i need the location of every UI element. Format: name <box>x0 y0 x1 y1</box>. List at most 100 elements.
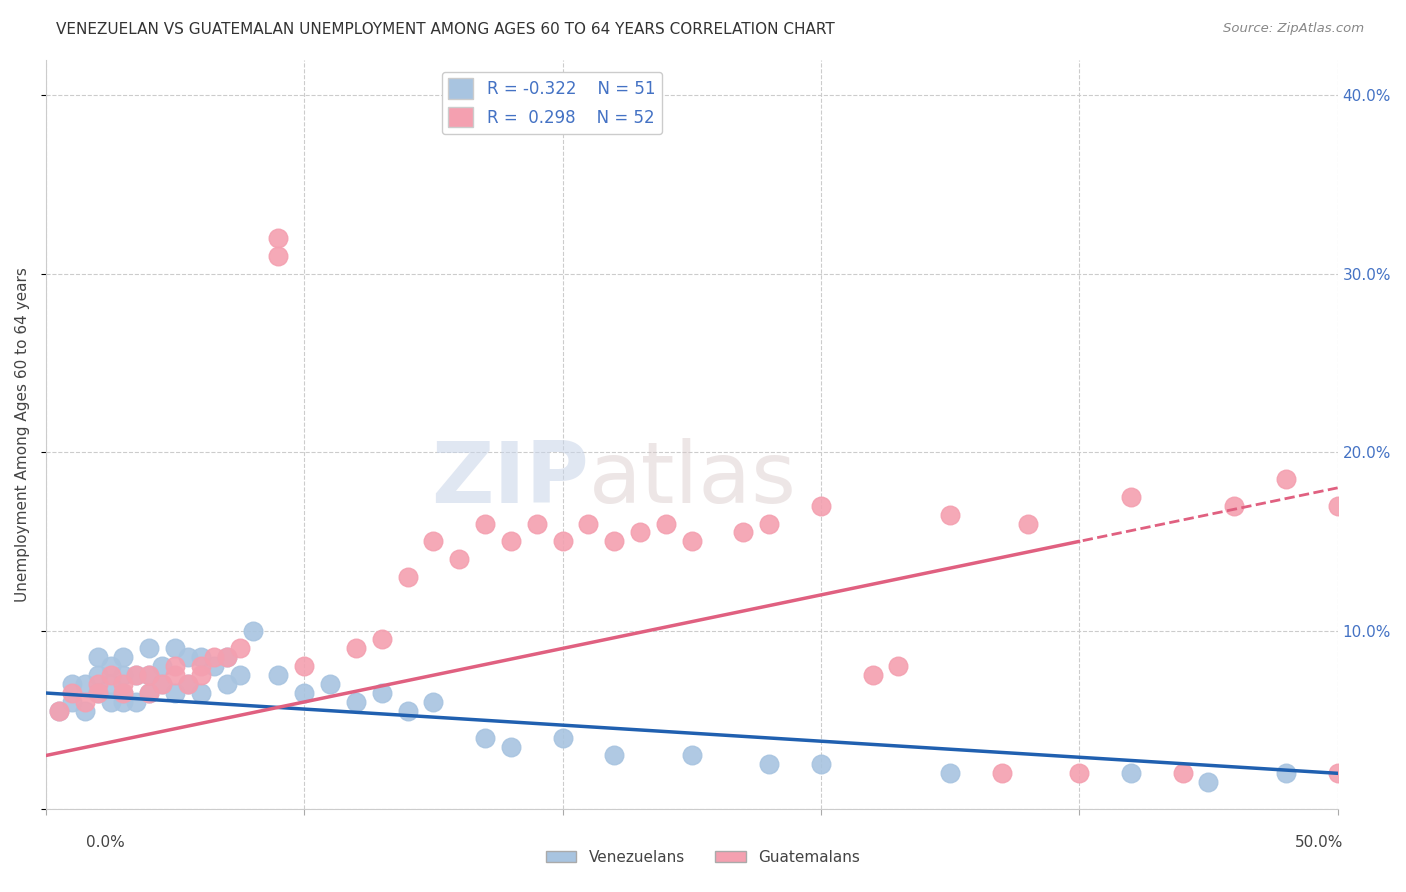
Point <box>150 677 173 691</box>
Point <box>1275 472 1298 486</box>
Point <box>991 766 1014 780</box>
Point <box>73 704 96 718</box>
Point <box>215 650 238 665</box>
Point <box>150 677 173 691</box>
Point <box>112 668 135 682</box>
Point <box>810 757 832 772</box>
Point <box>939 508 962 522</box>
Point <box>1171 766 1194 780</box>
Point <box>165 686 187 700</box>
Point <box>112 695 135 709</box>
Point <box>1223 499 1246 513</box>
Point <box>165 659 187 673</box>
Point <box>1017 516 1039 531</box>
Point <box>758 757 780 772</box>
Point <box>292 686 315 700</box>
Point <box>73 695 96 709</box>
Point <box>1326 766 1348 780</box>
Point <box>887 659 910 673</box>
Point <box>810 499 832 513</box>
Text: ZIP: ZIP <box>430 438 589 521</box>
Point <box>100 659 122 673</box>
Point <box>202 659 225 673</box>
Point <box>267 231 290 245</box>
Point <box>551 534 574 549</box>
Point <box>138 686 160 700</box>
Point <box>112 677 135 691</box>
Point <box>603 748 626 763</box>
Point <box>112 686 135 700</box>
Point <box>138 668 160 682</box>
Point <box>344 641 367 656</box>
Point <box>422 534 444 549</box>
Point <box>603 534 626 549</box>
Point <box>112 650 135 665</box>
Y-axis label: Unemployment Among Ages 60 to 64 years: Unemployment Among Ages 60 to 64 years <box>15 267 30 602</box>
Point <box>190 659 212 673</box>
Point <box>267 668 290 682</box>
Point <box>138 686 160 700</box>
Point <box>733 525 755 540</box>
Point <box>150 659 173 673</box>
Point <box>202 650 225 665</box>
Point <box>371 686 394 700</box>
Point <box>190 686 212 700</box>
Point <box>344 695 367 709</box>
Point <box>396 704 419 718</box>
Point <box>60 695 83 709</box>
Point <box>125 668 148 682</box>
Point <box>60 677 83 691</box>
Point <box>1119 766 1142 780</box>
Point <box>396 570 419 584</box>
Point <box>1069 766 1091 780</box>
Text: VENEZUELAN VS GUATEMALAN UNEMPLOYMENT AMONG AGES 60 TO 64 YEARS CORRELATION CHAR: VENEZUELAN VS GUATEMALAN UNEMPLOYMENT AM… <box>56 22 835 37</box>
Point <box>177 677 200 691</box>
Point <box>60 686 83 700</box>
Point <box>422 695 444 709</box>
Point <box>165 641 187 656</box>
Point <box>1198 775 1220 789</box>
Point <box>758 516 780 531</box>
Point <box>319 677 342 691</box>
Point <box>526 516 548 531</box>
Point <box>474 731 496 745</box>
Text: Source: ZipAtlas.com: Source: ZipAtlas.com <box>1223 22 1364 36</box>
Point <box>242 624 264 638</box>
Point <box>371 632 394 647</box>
Point <box>48 704 70 718</box>
Text: 50.0%: 50.0% <box>1295 836 1343 850</box>
Point <box>190 668 212 682</box>
Point <box>215 677 238 691</box>
Point <box>474 516 496 531</box>
Point <box>578 516 600 531</box>
Point <box>862 668 884 682</box>
Point <box>48 704 70 718</box>
Point <box>86 677 108 691</box>
Point <box>681 748 703 763</box>
Point <box>499 739 522 754</box>
Point <box>267 249 290 263</box>
Point <box>190 650 212 665</box>
Point <box>73 677 96 691</box>
Point <box>628 525 651 540</box>
Point <box>939 766 962 780</box>
Point <box>165 668 187 682</box>
Point <box>86 650 108 665</box>
Point <box>86 686 108 700</box>
Point <box>1275 766 1298 780</box>
Point <box>125 695 148 709</box>
Point <box>177 677 200 691</box>
Point <box>292 659 315 673</box>
Legend: R = -0.322    N = 51, R =  0.298    N = 52: R = -0.322 N = 51, R = 0.298 N = 52 <box>441 71 662 134</box>
Point <box>1326 499 1348 513</box>
Point <box>138 668 160 682</box>
Point <box>138 641 160 656</box>
Point <box>125 668 148 682</box>
Point <box>655 516 678 531</box>
Point <box>228 668 250 682</box>
Point <box>100 695 122 709</box>
Point <box>100 668 122 682</box>
Point <box>228 641 250 656</box>
Point <box>112 686 135 700</box>
Text: 0.0%: 0.0% <box>86 836 125 850</box>
